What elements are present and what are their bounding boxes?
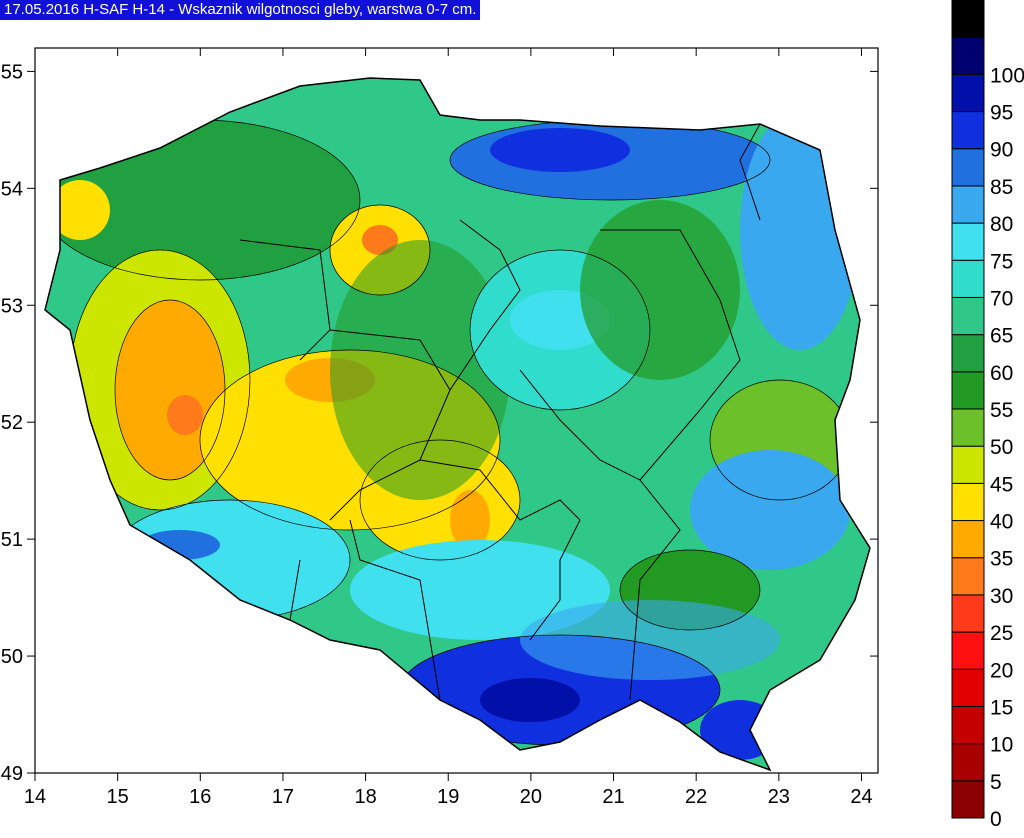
legend-swatch — [951, 445, 985, 484]
legend-label: 45 — [990, 473, 1013, 496]
map-title: 17.05.2016 H-SAF H-14 - Wskaznik wilgotn… — [0, 0, 481, 20]
legend-swatch — [951, 408, 985, 447]
y-tick-label: 52 — [1, 412, 23, 434]
x-tick-label: 22 — [685, 786, 707, 808]
legend-swatch — [951, 482, 985, 522]
legend-swatch — [951, 780, 985, 819]
legend-swatch — [951, 0, 985, 38]
region-south-cyan — [350, 540, 610, 640]
x-tick-label: 19 — [437, 786, 459, 808]
legend-label: 90 — [990, 139, 1013, 162]
region-southeast-blue — [690, 450, 850, 570]
region-west-orange — [115, 300, 225, 480]
legend-swatch — [951, 222, 985, 261]
region-podlasie-green — [580, 200, 740, 380]
region-silesia-cyan — [110, 500, 350, 620]
x-axis: 14 15 16 17 18 19 20 21 22 23 24 — [24, 48, 873, 808]
y-axis: 49 50 51 52 53 54 55 — [1, 61, 878, 785]
y-tick-label: 54 — [1, 178, 23, 200]
legend-label: 85 — [990, 176, 1013, 199]
region-center-green — [330, 240, 510, 500]
x-tick-label: 18 — [354, 786, 376, 808]
region-south-blue — [520, 600, 780, 680]
region-northeast-deep — [490, 128, 630, 172]
legend-swatch — [951, 111, 985, 150]
legend-swatch — [951, 705, 985, 745]
region-silesia-blue — [140, 530, 220, 560]
y-tick-label: 53 — [1, 295, 23, 317]
y-tick-label: 49 — [1, 763, 23, 785]
legend-label: 100 — [990, 64, 1024, 87]
x-tick-label: 20 — [520, 786, 542, 808]
x-tick-label: 21 — [602, 786, 624, 808]
color-legend: 0 5 10 15 20 25 30 35 40 45 50 55 60 65 70 75 80 85 90 95 10… — [951, 0, 1024, 831]
legend-swatch — [951, 148, 985, 187]
region-northwest-yellow — [50, 180, 110, 240]
region-bieszczady-blue — [700, 700, 780, 760]
legend-label: 80 — [990, 213, 1013, 236]
legend-swatch — [951, 36, 985, 75]
legend-label: 70 — [990, 287, 1013, 310]
legend-label: 50 — [990, 436, 1013, 459]
region-lodz-orange — [450, 490, 490, 550]
legend-label: 25 — [990, 622, 1013, 645]
legend-label: 60 — [990, 362, 1013, 385]
legend-label: 35 — [990, 548, 1013, 571]
legend-label: 0 — [990, 808, 1002, 831]
x-tick-label: 24 — [850, 786, 872, 808]
legend-swatch — [951, 631, 985, 670]
x-tick-label: 14 — [24, 786, 46, 808]
legend-label: 30 — [990, 585, 1013, 608]
legend-swatch — [951, 743, 985, 782]
legend-swatch — [951, 185, 985, 224]
legend-label: 55 — [990, 399, 1013, 422]
legend-label: 65 — [990, 325, 1013, 348]
legend-swatch — [951, 594, 985, 633]
legend-swatch — [951, 334, 985, 373]
legend-label: 95 — [990, 102, 1013, 125]
x-tick-label: 17 — [272, 786, 294, 808]
legend-label: 75 — [990, 250, 1013, 273]
legend-label: 5 — [990, 771, 1002, 794]
legend-swatch — [951, 371, 985, 410]
legend-swatch — [951, 296, 985, 336]
legend-swatch — [951, 259, 985, 298]
legend-label: 40 — [990, 511, 1013, 534]
legend-swatch — [951, 557, 985, 596]
y-tick-label: 50 — [1, 646, 23, 668]
province-borders — [239, 123, 761, 701]
y-tick-label: 51 — [1, 529, 23, 551]
x-tick-label: 16 — [189, 786, 211, 808]
legend-label: 20 — [990, 659, 1013, 682]
region-kujawy-orange — [362, 225, 398, 255]
region-east-blue — [740, 110, 860, 350]
y-tick-label: 55 — [1, 61, 23, 83]
plot-frame — [34, 47, 879, 774]
moisture-field — [45, 78, 870, 770]
x-tick-label: 15 — [107, 786, 129, 808]
x-tick-label: 23 — [768, 786, 790, 808]
legend-swatch — [951, 520, 985, 559]
region-west-dry — [167, 395, 203, 435]
legend-swatch — [951, 668, 985, 707]
region-tatra-deep — [480, 678, 580, 722]
legend-swatch — [951, 73, 985, 113]
legend-label: 15 — [990, 696, 1013, 719]
legend-label: 10 — [990, 734, 1013, 757]
